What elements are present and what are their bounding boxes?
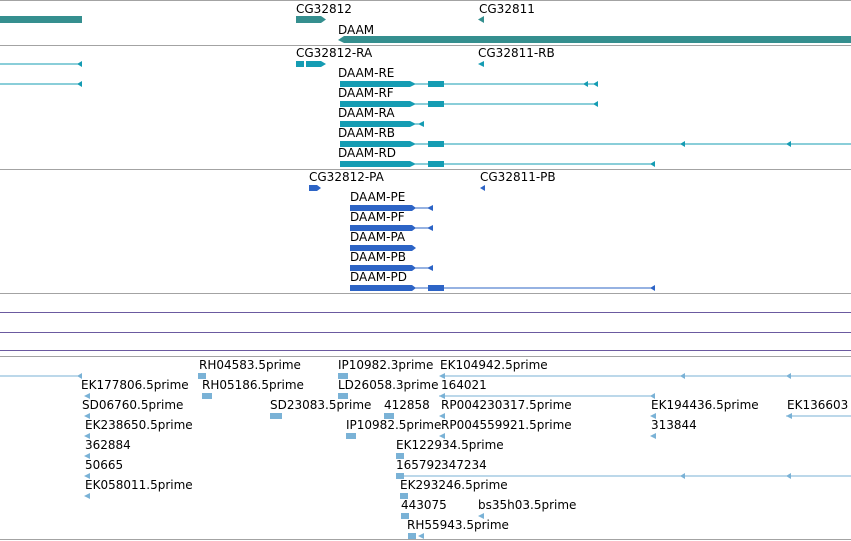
label-gene-daam: DAAM [338, 23, 375, 37]
est-sd23083[interactable] [270, 413, 282, 419]
gene-bar-cg32811[interactable] [478, 16, 484, 23]
est-ip10982-5[interactable] [346, 433, 356, 439]
transcript-cg32811-rb[interactable] [478, 61, 484, 67]
label-est-bs35h03: bs35h03.5prime [478, 498, 577, 512]
transcript-daam-rf[interactable] [340, 101, 598, 107]
label-est-ek238650: EK238650.5prime [85, 418, 193, 432]
label-protein-cg32811-pb: CG32811-PB [480, 170, 556, 184]
est-line-ek104942[interactable] [445, 373, 851, 379]
label-protein-daam-pa: DAAM-PA [350, 230, 406, 244]
label-est-362884: 362884 [85, 438, 131, 452]
label-est-347234: 347234 [441, 458, 487, 472]
est-313844[interactable] [650, 433, 656, 439]
label-transcript-daam-re: DAAM-RE [338, 66, 395, 80]
est-rp004230317[interactable] [439, 413, 445, 419]
label-est-ek058011: EK058011.5prime [85, 478, 193, 492]
protein-track [309, 185, 655, 291]
protein-daam-pd[interactable] [350, 285, 655, 291]
est-50665[interactable] [84, 473, 90, 479]
gene-bar-left[interactable] [0, 16, 82, 23]
label-est-ip10982-5: IP10982.5prime [346, 418, 442, 432]
label-est-ek136603: EK136603 [787, 398, 849, 412]
transcript-daam-re[interactable] [340, 81, 598, 87]
label-est-ek177806: EK177806.5prime [81, 378, 189, 392]
label-est-ip10982-3: IP10982.3prime [338, 358, 434, 372]
label-protein-daam-pf: DAAM-PF [350, 210, 405, 224]
est-rh05186[interactable] [202, 393, 212, 399]
label-est-165792: 165792 [396, 458, 442, 472]
gene-bar-cg32812[interactable] [296, 16, 326, 23]
label-transcript-daam-rf: DAAM-RF [338, 86, 394, 100]
est-ek238650[interactable] [84, 433, 90, 439]
transcript-cg32812-ra[interactable] [296, 61, 326, 67]
protein-daam-pa[interactable] [350, 245, 416, 251]
label-est-412858: 412858 [384, 398, 430, 412]
est-362884[interactable] [84, 453, 90, 459]
label-protein-cg32812-pa: CG32812-PA [309, 170, 384, 184]
est-412858[interactable] [384, 413, 394, 419]
label-est-50665: 50665 [85, 458, 124, 472]
est-bs35h03[interactable] [478, 513, 484, 519]
label-gene-cg32812: CG32812 [296, 2, 352, 16]
protein-cg32812-pa[interactable] [309, 185, 321, 191]
est-ld26058[interactable] [338, 393, 348, 399]
est-ek177806[interactable] [84, 393, 90, 399]
protein-daam-pf[interactable] [350, 225, 433, 231]
label-gene-cg32811: CG32811 [479, 2, 535, 16]
est-ek293246[interactable] [400, 493, 408, 499]
label-est-443075: 443075 [401, 498, 447, 512]
est-sd06760[interactable] [84, 413, 90, 419]
gene-track [0, 16, 851, 43]
label-est-ek104942: EK104942.5prime [440, 358, 548, 372]
est-347234[interactable] [404, 473, 851, 479]
label-est-ek194436: EK194436.5prime [651, 398, 759, 412]
est-ip10982-3[interactable] [338, 373, 348, 379]
label-est-rh05186: RH05186.5prime [202, 378, 304, 392]
est-443075[interactable] [401, 513, 409, 519]
label-protein-daam-pb: DAAM-PB [350, 250, 406, 264]
est-rh55943[interactable] [408, 533, 424, 539]
protein-cg32811-pb[interactable] [480, 185, 485, 191]
est-rh04583[interactable] [198, 373, 206, 379]
est-ek104942[interactable] [439, 373, 445, 379]
est-164021[interactable] [439, 393, 655, 399]
est-ek194436[interactable] [650, 413, 656, 419]
est-ek136603[interactable] [786, 413, 851, 419]
label-est-rp004230317: RP004230317.5prime [441, 398, 572, 412]
label-est-313844: 313844 [651, 418, 697, 432]
label-est-164021: 164021 [441, 378, 487, 392]
label-transcript-cg32812-ra: CG32812-RA [296, 46, 373, 60]
label-est-rh04583: RH04583.5prime [199, 358, 301, 372]
label-est-sd23083: SD23083.5prime [270, 398, 372, 412]
label-transcript-daam-ra: DAAM-RA [338, 106, 395, 120]
label-est-ek122934: EK122934.5prime [396, 438, 504, 452]
label-est-ek293246: EK293246.5prime [400, 478, 508, 492]
est-ek122934[interactable] [396, 453, 404, 459]
protein-daam-pe[interactable] [350, 205, 433, 211]
gene-bar-daam[interactable] [338, 36, 851, 43]
label-protein-daam-pd: DAAM-PD [350, 270, 407, 284]
transcript-left-2[interactable] [0, 81, 82, 87]
label-transcript-cg32811-rb: CG32811-RB [478, 46, 555, 60]
est-ek058011[interactable] [84, 493, 90, 499]
label-protein-daam-pe: DAAM-PE [350, 190, 406, 204]
transcript-daam-rb[interactable] [340, 141, 851, 147]
transcript-daam-rd[interactable] [340, 161, 655, 167]
label-transcript-daam-rb: DAAM-RB [338, 126, 396, 140]
transcript-left-1[interactable] [0, 61, 82, 67]
transcript-daam-ra[interactable] [340, 121, 424, 127]
label-est-ld26058: LD26058.3prime [338, 378, 439, 392]
label-est-sd06760: SD06760.5prime [82, 398, 184, 412]
est-165792[interactable] [396, 473, 404, 479]
est-track [0, 373, 851, 539]
label-transcript-daam-rd: DAAM-RD [338, 146, 397, 160]
transcript-track [0, 61, 851, 167]
label-est-rh55943: RH55943.5prime [407, 518, 509, 532]
est-rp004559921[interactable] [439, 433, 445, 439]
label-est-rp004559921: RP004559921.5prime [441, 418, 572, 432]
protein-daam-pb[interactable] [350, 265, 433, 271]
